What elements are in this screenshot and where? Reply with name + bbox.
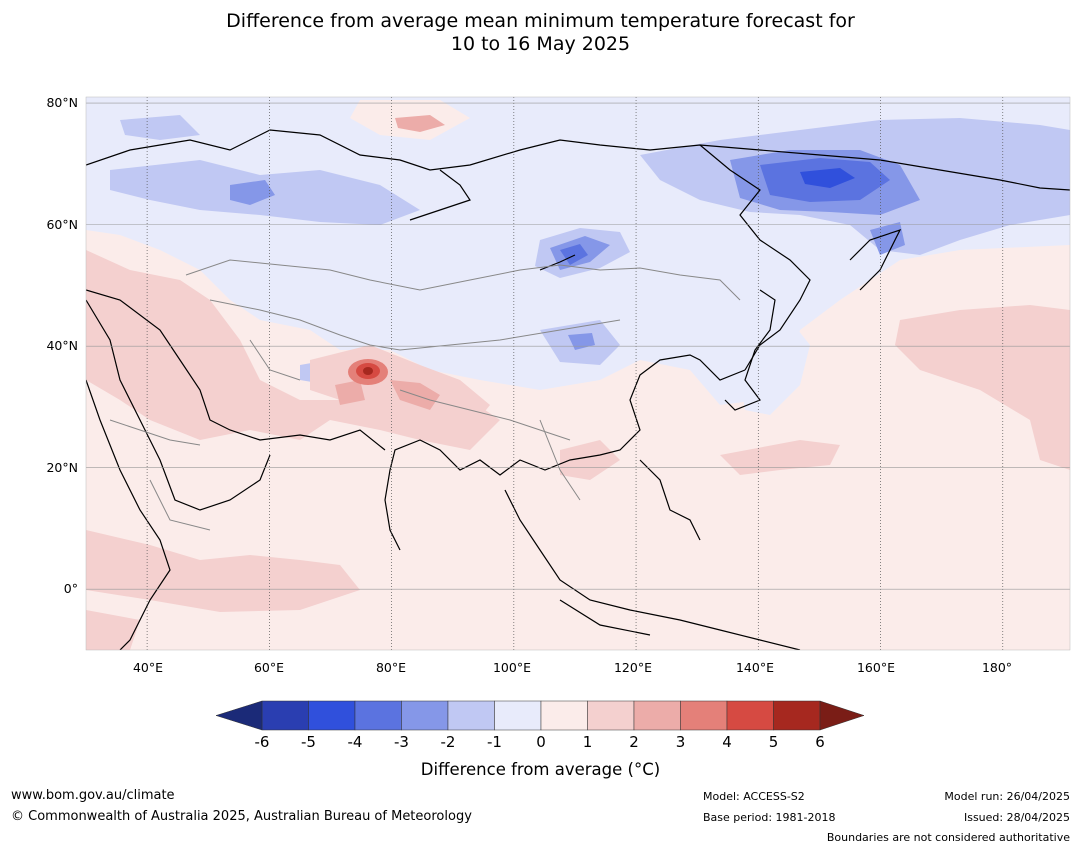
colorbar-tick-label: 3 (675, 733, 686, 751)
cool-core-west-siberia (230, 180, 275, 205)
colorbar-cell (308, 700, 356, 731)
colorbar-cell (401, 700, 449, 731)
colorbar-cell (773, 700, 821, 731)
cool-region-ural (120, 115, 200, 140)
disclaimer: Boundaries are not considered authoritat… (826, 831, 1070, 844)
coastlines (86, 129, 1070, 650)
lon-label-60e: 60°E (253, 660, 285, 675)
colorbar-tick-label: 6 (815, 733, 825, 751)
colorbar-cell (261, 700, 309, 731)
warm-region-africa-south (86, 610, 140, 650)
map-title-line2: 10 to 16 May 2025 (450, 33, 631, 55)
colorbar-tick-label: -6 (254, 733, 270, 751)
colorbar-cell (494, 700, 542, 731)
colorbar-tick-label: -2 (440, 733, 456, 751)
cool-peak-baikal (560, 244, 588, 265)
warm-region-philippine-sea (720, 440, 840, 475)
colorbar-cell (680, 700, 728, 731)
map-title-line1: Difference from average mean minimum tem… (226, 10, 855, 32)
graticule (86, 97, 1070, 650)
lat-label-40n: 40°N (46, 338, 78, 353)
warm-peak-center (363, 367, 373, 375)
colorbar-tick-label: 2 (629, 733, 639, 751)
lon-label-180: 180° (981, 660, 1013, 675)
colorbar-tick-label: -1 (487, 733, 502, 751)
colorbar-title: Difference from average (°C) (420, 760, 661, 779)
colorbar-tick-label: -5 (301, 733, 316, 751)
colorbar-cell (354, 700, 402, 731)
lon-label-100e: 100°E (492, 660, 531, 675)
colorbar-tick-label: 5 (768, 733, 779, 751)
warm-region-south-china (560, 440, 620, 480)
warm-region-east-africa (86, 530, 360, 612)
lon-label-140e: 140°E (735, 660, 774, 675)
colorbar-cell (726, 700, 774, 731)
cool-region-japan-sea (740, 320, 810, 415)
cool-peak-deep-siberia (800, 168, 855, 188)
colorbar-cell (587, 700, 635, 731)
warm-core-arctic (395, 115, 445, 132)
cool-core-mongolia (568, 333, 595, 350)
colorbar-tick-label: 1 (582, 733, 593, 751)
colorbar-extend-low (215, 700, 263, 731)
colorbar-cell (540, 700, 588, 731)
colorbar-tick-label: 0 (536, 733, 546, 751)
lat-label-0: 0° (63, 581, 78, 596)
warm-patch-kamchatka (930, 250, 1070, 300)
lat-label-80n: 80°N (46, 95, 78, 110)
warm-core-tibet (335, 380, 365, 405)
lon-label-80e: 80°E (375, 660, 407, 675)
base-period: Base period: 1981-2018 (703, 811, 836, 824)
lat-label-20n: 20°N (46, 460, 78, 475)
website-link[interactable]: www.bom.gov.au/climate (11, 788, 175, 803)
lon-label-120e: 120°E (613, 660, 652, 675)
model-name: Model: ACCESS-S2 (703, 790, 805, 803)
model-run-date: Model run: 26/04/2025 (944, 790, 1070, 803)
colorbar-tick-label: 4 (722, 733, 732, 751)
lat-label-60n: 60°N (46, 217, 78, 232)
issued-date: Issued: 28/04/2025 (963, 811, 1070, 824)
colorbar-cell (447, 700, 495, 731)
country-borders (109, 259, 741, 531)
colorbar-cell (633, 700, 681, 731)
colorbar-tick-label: -4 (347, 733, 363, 751)
map-frame (85, 96, 1071, 651)
colorbar-tick-label: -3 (394, 733, 409, 751)
lon-label-160e: 160°E (856, 660, 895, 675)
cool-core-okhotsk (870, 222, 905, 255)
lon-label-40e: 40°E (132, 660, 164, 675)
colorbar-extend-high (819, 700, 865, 731)
copyright: © Commonwealth of Australia 2025, Austra… (11, 809, 472, 824)
